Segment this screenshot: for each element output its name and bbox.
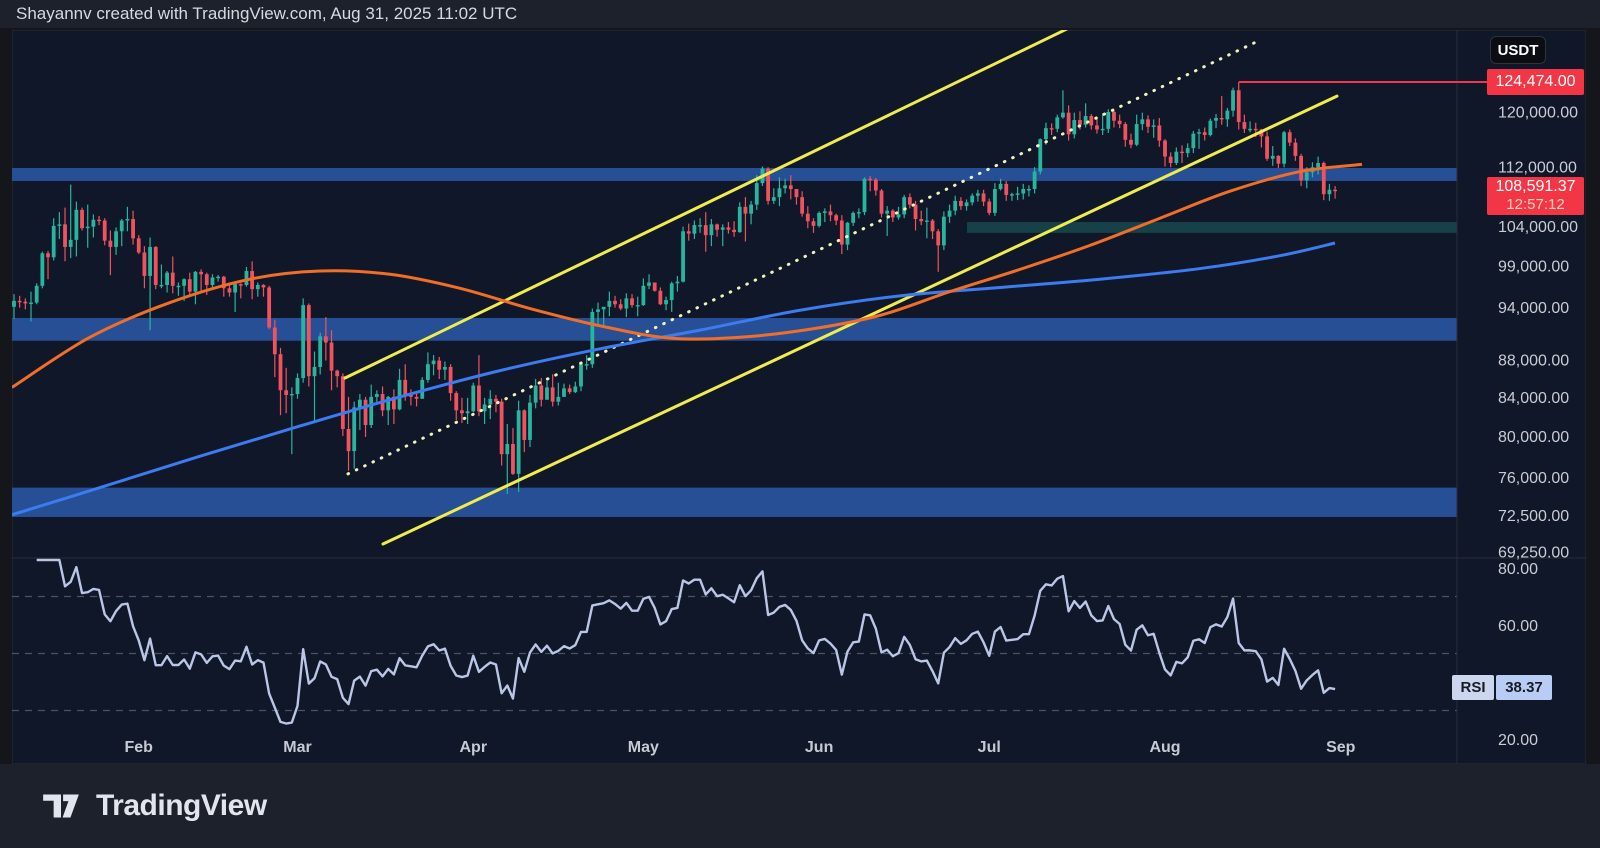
ath-price-label: 124,474.00 bbox=[1487, 69, 1584, 95]
svg-text:Jun: Jun bbox=[805, 739, 833, 756]
svg-text:120,000.00: 120,000.00 bbox=[1498, 104, 1578, 121]
svg-text:60.00: 60.00 bbox=[1498, 618, 1538, 635]
ma-200-blue bbox=[12, 241, 1336, 517]
channel-upper bbox=[343, 30, 1069, 380]
time-axis-labels[interactable]: Feb Mar Apr May Jun Jul Aug Sep bbox=[125, 739, 1356, 756]
rsi-line bbox=[36, 558, 1336, 725]
svg-text:20.00: 20.00 bbox=[1498, 732, 1538, 749]
rsi-axis-labels[interactable]: 80.00 60.00 20.00 bbox=[1498, 561, 1538, 749]
svg-text:Aug: Aug bbox=[1149, 739, 1180, 756]
tradingview-logo-text[interactable]: TradingView bbox=[96, 789, 267, 822]
svg-text:Sep: Sep bbox=[1326, 739, 1356, 756]
svg-text:Apr: Apr bbox=[459, 739, 487, 756]
time-axis[interactable] bbox=[12, 728, 1457, 764]
rsi-value-badge: 38.37 bbox=[1496, 675, 1552, 700]
svg-text:Mar: Mar bbox=[283, 739, 311, 756]
candles-layer bbox=[12, 82, 1338, 495]
svg-text:Feb: Feb bbox=[125, 739, 154, 756]
svg-text:Jul: Jul bbox=[978, 739, 1001, 756]
chart-panel[interactable] bbox=[12, 30, 1586, 764]
rsi-label: RSI bbox=[1452, 675, 1494, 700]
rsi-label-text: RSI bbox=[1460, 679, 1486, 696]
attribution-bar: Shayannv created with TradingView.com, A… bbox=[0, 0, 1600, 28]
svg-text:72,500.00: 72,500.00 bbox=[1498, 508, 1569, 525]
svg-text:80.00: 80.00 bbox=[1498, 561, 1538, 578]
zones-layer bbox=[12, 167, 1457, 517]
symbol-badge-label: USDT bbox=[1497, 41, 1539, 59]
price-axis[interactable] bbox=[1457, 30, 1586, 764]
svg-text:104,000.00: 104,000.00 bbox=[1498, 219, 1578, 236]
ma-lines-layer bbox=[12, 162, 1363, 517]
rsi-value-text: 38.37 bbox=[1505, 679, 1543, 696]
rsi-layer bbox=[36, 558, 1336, 725]
tradingview-logo-icon[interactable] bbox=[40, 785, 82, 827]
svg-text:76,000.00: 76,000.00 bbox=[1498, 470, 1569, 487]
svg-text:84,000.00: 84,000.00 bbox=[1498, 390, 1569, 407]
svg-text:May: May bbox=[628, 739, 659, 756]
svg-text:112,000.00: 112,000.00 bbox=[1498, 160, 1577, 177]
rsi-grid-lines bbox=[12, 30, 1586, 764]
attribution-text: Shayannv created with TradingView.com, A… bbox=[16, 4, 518, 23]
last-price-label: 108,591.37 12:57:12 bbox=[1487, 177, 1584, 215]
svg-text:99,000.00: 99,000.00 bbox=[1498, 258, 1569, 275]
ath-price-text: 124,474.00 bbox=[1495, 73, 1576, 90]
svg-text:94,000.00: 94,000.00 bbox=[1498, 300, 1569, 317]
svg-text:88,000.00: 88,000.00 bbox=[1498, 353, 1569, 370]
svg-text:80,000.00: 80,000.00 bbox=[1498, 429, 1569, 446]
candle-countdown: 12:57:12 bbox=[1506, 196, 1565, 213]
ma-100-orange bbox=[12, 162, 1363, 389]
symbol-badge[interactable]: USDT bbox=[1490, 36, 1546, 64]
footer-bar: TradingView bbox=[0, 764, 1600, 848]
last-price-text: 108,591.37 bbox=[1495, 178, 1576, 195]
price-axis-labels[interactable]: 120,000.00 112,000.00 104,000.00 99,000.00 9… bbox=[1498, 104, 1578, 561]
svg-text:69,250.00: 69,250.00 bbox=[1498, 544, 1569, 561]
trendlines-layer[interactable] bbox=[343, 29, 1339, 546]
